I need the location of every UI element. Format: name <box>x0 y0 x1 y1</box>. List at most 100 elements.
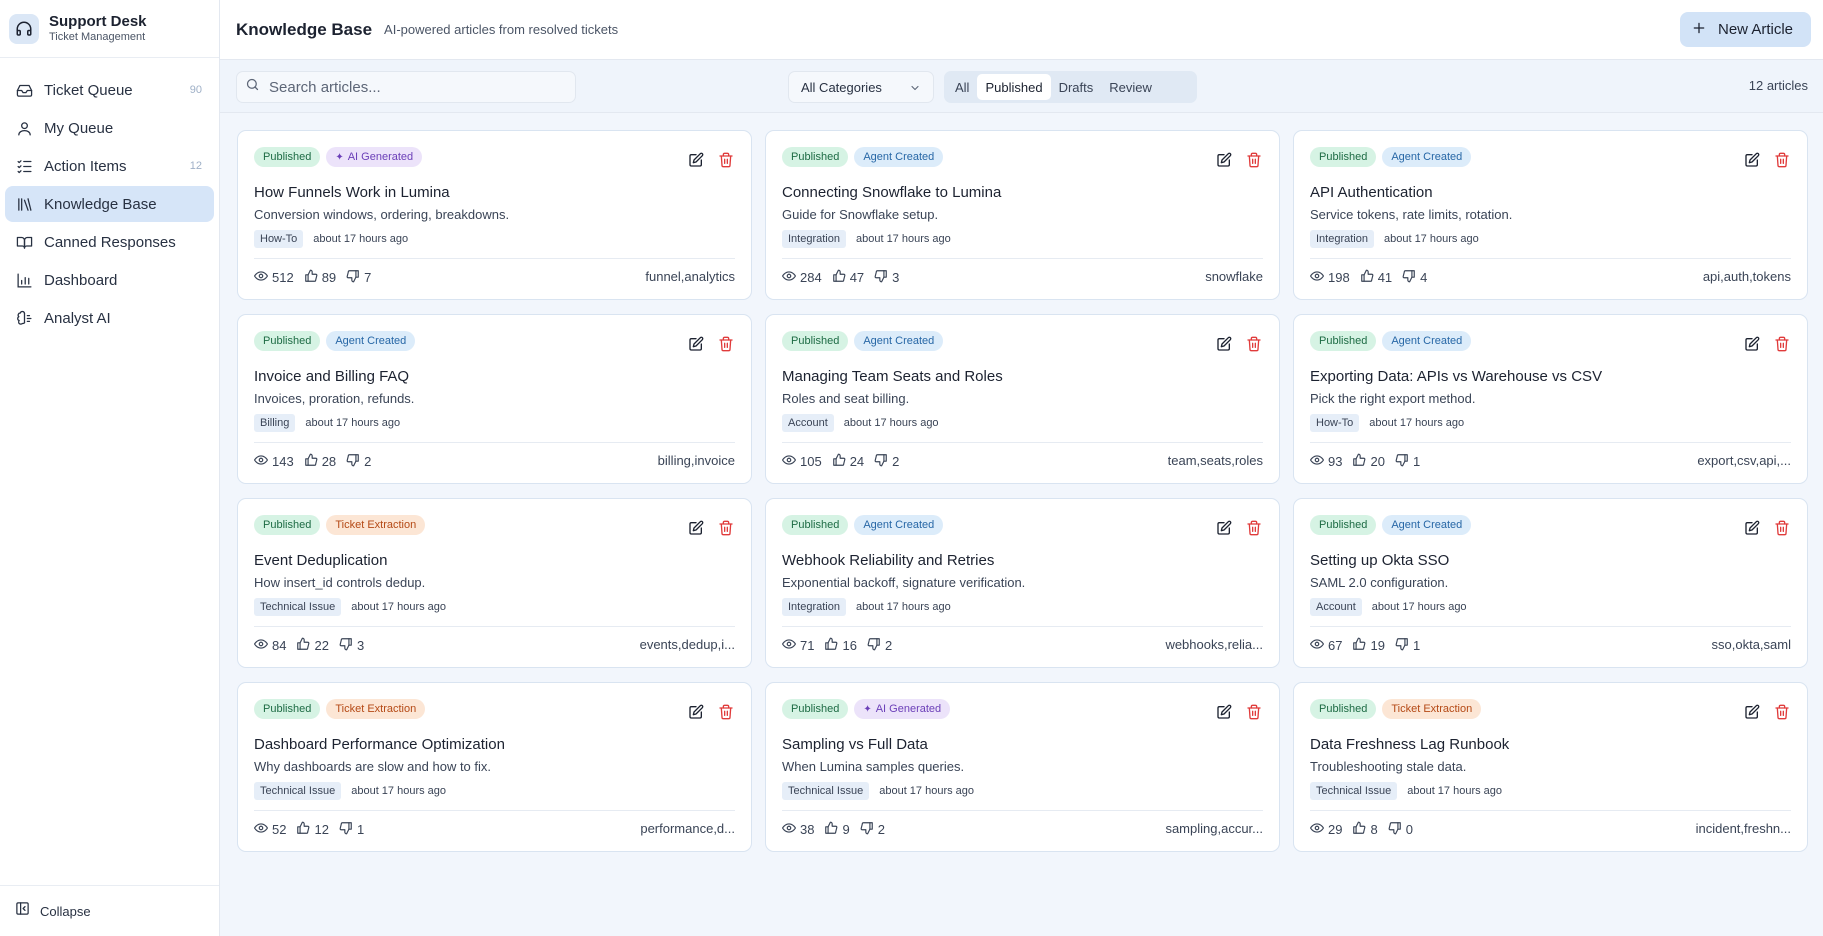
sidebar-item-ticket-queue[interactable]: Ticket Queue 90 <box>5 72 214 108</box>
trash-icon[interactable] <box>1245 703 1263 721</box>
status-badge: Published <box>782 331 849 351</box>
trash-icon[interactable] <box>717 335 735 353</box>
tab-review[interactable]: Review <box>1109 79 1152 95</box>
trash-icon[interactable] <box>1245 519 1263 537</box>
article-card[interactable]: Published Agent Created Webhook Reliabilit… <box>765 498 1280 668</box>
article-description: Guide for Snowflake setup. <box>782 207 939 222</box>
source-badge-label: AI Generated <box>347 151 414 163</box>
edit-icon[interactable] <box>1743 151 1761 169</box>
article-card[interactable]: Published Ticket Extraction Dashboard Perf… <box>237 682 752 852</box>
tab-all[interactable]: All <box>955 79 970 95</box>
article-card[interactable]: Published Agent Created Setting up Okta SS… <box>1293 498 1808 668</box>
category-badge: How-To <box>254 230 304 248</box>
edit-icon[interactable] <box>1215 151 1233 169</box>
edit-icon[interactable] <box>1215 335 1233 353</box>
article-title[interactable]: Invoice and Billing FAQ <box>254 368 410 385</box>
edit-icon[interactable] <box>1743 703 1761 721</box>
article-title[interactable]: Dashboard Performance Optimization <box>254 736 505 753</box>
edit-icon[interactable] <box>687 519 705 537</box>
sidebar-item-knowledge-base[interactable]: Knowledge Base <box>5 186 214 222</box>
article-count: 12 articles <box>1748 78 1808 93</box>
category-badge: Account <box>1310 598 1362 616</box>
article-card[interactable]: Published Ticket Extraction Event Deduplic… <box>237 498 752 668</box>
updated-time: about 17 hours ago <box>1383 233 1479 245</box>
article-title[interactable]: How Funnels Work in Lumina <box>254 184 450 201</box>
edit-icon[interactable] <box>687 703 705 721</box>
views-stat: 93 <box>1309 453 1342 470</box>
article-card[interactable]: Published Agent Created API Authentication… <box>1293 130 1808 300</box>
trash-icon[interactable] <box>717 519 735 537</box>
trash-icon[interactable] <box>1773 151 1791 169</box>
trash-icon[interactable] <box>1773 335 1791 353</box>
article-card[interactable]: Published Agent Created Exporting Data: AP… <box>1293 314 1808 484</box>
thumbs-up-icon <box>832 453 850 470</box>
source-badge: Agent Created <box>854 515 944 535</box>
edit-icon[interactable] <box>687 335 705 353</box>
likes-stat: 19 <box>1352 637 1385 654</box>
trash-icon[interactable] <box>1245 151 1263 169</box>
thumbs-up-icon <box>296 637 314 654</box>
article-title[interactable]: API Authentication <box>1310 184 1433 201</box>
sidebar-item-label: Ticket Queue <box>44 81 133 99</box>
edit-icon[interactable] <box>687 151 705 169</box>
article-card[interactable]: Published ✦ AI Generated How Funnels Work i… <box>237 130 752 300</box>
sidebar-item-dashboard[interactable]: Dashboard <box>5 262 214 298</box>
likes-stat: 41 <box>1360 269 1392 286</box>
category-select[interactable]: All Categories <box>788 71 934 103</box>
trash-icon[interactable] <box>717 151 735 169</box>
edit-icon[interactable] <box>1743 519 1761 537</box>
likes-stat: 12 <box>296 821 329 838</box>
filter-toolbar: All Categories AllPublishedDraftsReview … <box>220 60 1823 113</box>
collapse-button[interactable]: Collapse <box>0 885 219 936</box>
search-input[interactable] <box>269 78 559 96</box>
views-stat: 29 <box>1309 821 1342 838</box>
sidebar-item-canned-responses[interactable]: Canned Responses <box>5 224 214 260</box>
category-badge: Technical Issue <box>254 782 342 800</box>
article-description: Conversion windows, ordering, breakdowns… <box>254 207 510 222</box>
sidebar-item-action-items[interactable]: Action Items 12 <box>5 148 214 184</box>
article-title[interactable]: Connecting Snowflake to Lumina <box>782 184 1002 201</box>
sparkle-icon: ✦ <box>863 703 872 715</box>
edit-icon[interactable] <box>1743 335 1761 353</box>
trash-icon[interactable] <box>1773 703 1791 721</box>
category-badge: Integration <box>782 230 846 248</box>
tab-drafts[interactable]: Drafts <box>1058 79 1094 95</box>
sidebar-item-analyst-ai[interactable]: Analyst AI <box>5 300 214 336</box>
trash-icon[interactable] <box>1245 335 1263 353</box>
new-article-button[interactable]: New Article <box>1680 12 1811 47</box>
status-badge: Published <box>254 147 321 167</box>
article-title[interactable]: Data Freshness Lag Runbook <box>1310 736 1510 753</box>
article-card[interactable]: Published Agent Created Managing Team Seat… <box>765 314 1280 484</box>
trash-icon[interactable] <box>717 703 735 721</box>
source-badge-label: Ticket Extraction <box>335 703 417 715</box>
article-title[interactable]: Setting up Okta SSO <box>1310 552 1450 569</box>
article-title[interactable]: Event Deduplication <box>254 552 388 569</box>
status-badge: Published <box>254 331 321 351</box>
source-badge: ✦ AI Generated <box>854 699 951 719</box>
sparkle-icon: ✦ <box>335 151 344 163</box>
edit-icon[interactable] <box>1215 703 1233 721</box>
article-card[interactable]: Published ✦ AI Generated Sampling vs Full D… <box>765 682 1280 852</box>
article-card[interactable]: Published Ticket Extraction Data Freshness… <box>1293 682 1808 852</box>
thumbs-up-icon <box>304 269 322 286</box>
article-keywords: snowflake <box>1205 269 1263 284</box>
source-badge-label: Ticket Extraction <box>335 519 417 531</box>
article-keywords: funnel,analytics <box>645 269 735 284</box>
tab-published[interactable]: Published <box>977 74 1051 100</box>
views-count: 512 <box>272 270 294 285</box>
article-title[interactable]: Webhook Reliability and Retries <box>782 552 995 569</box>
article-title[interactable]: Exporting Data: APIs vs Warehouse vs CSV <box>1310 368 1603 385</box>
divider <box>254 810 735 811</box>
article-title[interactable]: Sampling vs Full Data <box>782 736 928 753</box>
status-badge: Published <box>254 699 321 719</box>
trash-icon[interactable] <box>1773 519 1791 537</box>
sidebar-item-my-queue[interactable]: My Queue <box>5 110 214 146</box>
edit-icon[interactable] <box>1215 519 1233 537</box>
article-card[interactable]: Published Agent Created Invoice and Billin… <box>237 314 752 484</box>
eye-icon <box>1309 821 1328 838</box>
plus-icon <box>1692 19 1706 40</box>
article-description: Exponential backoff, signature verificat… <box>782 575 1026 590</box>
article-card[interactable]: Published Agent Created Connecting Snowfla… <box>765 130 1280 300</box>
sidebar-item-label: Knowledge Base <box>44 195 157 213</box>
article-title[interactable]: Managing Team Seats and Roles <box>782 368 1003 385</box>
